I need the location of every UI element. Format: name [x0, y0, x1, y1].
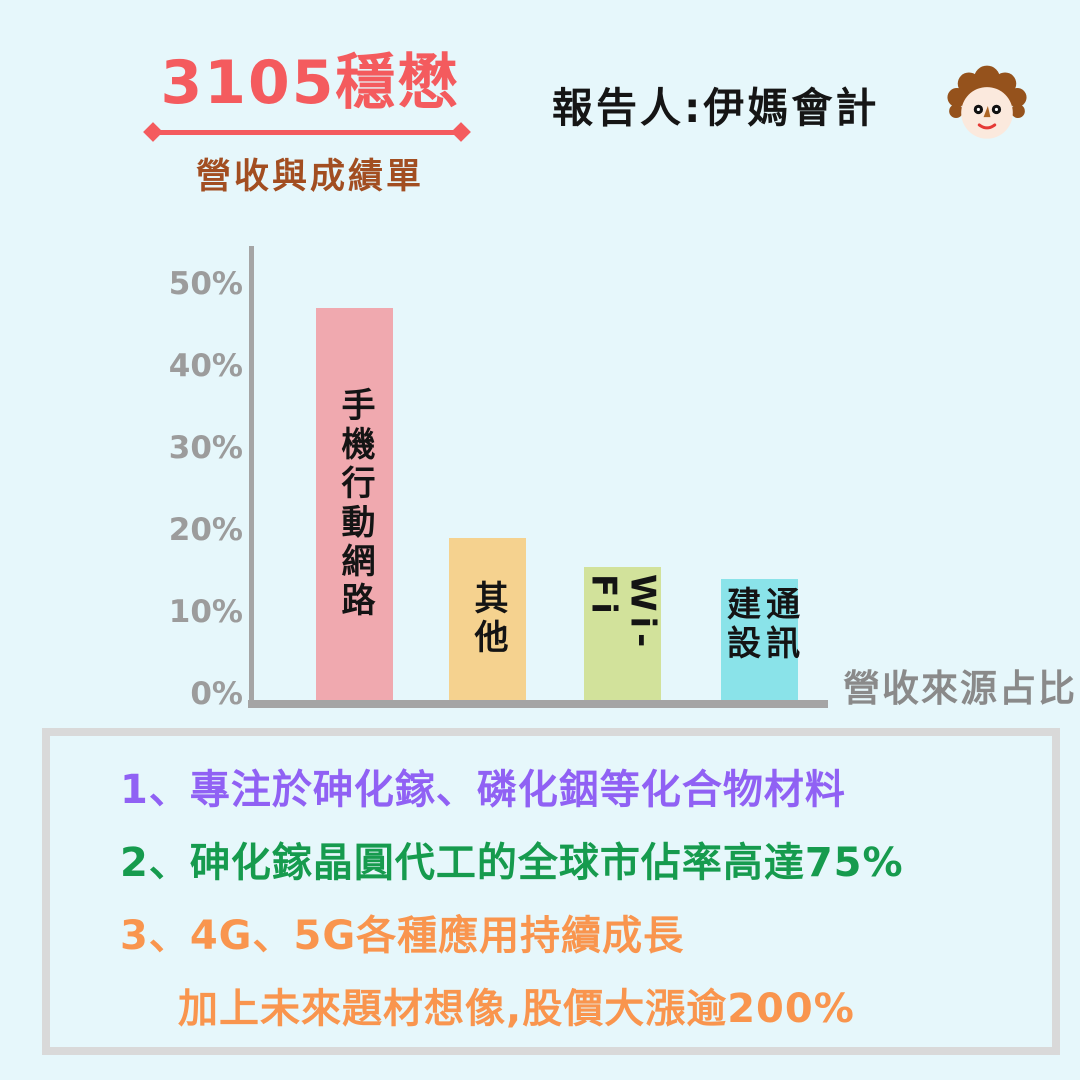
x-axis-line — [248, 700, 828, 708]
y-tick-label: 50% — [168, 266, 243, 302]
page-subtitle: 營收與成績單 — [195, 157, 424, 197]
y-tick-label: 10% — [168, 594, 243, 630]
y-tick-label: 0% — [190, 676, 243, 712]
bar-label: Wi-Fi — [583, 574, 663, 653]
bar-label: 其他 — [468, 580, 509, 658]
page-title-wrap: 3105穩懋 — [140, 50, 480, 116]
key-points-box: 1、專注於砷化鎵、磷化銦等化合物材料 2、砷化鎵晶圓代工的全球市佔率高達75% … — [42, 728, 1060, 1055]
bar-label: 手機行動網路 — [335, 387, 376, 621]
diamond-right-icon — [451, 122, 471, 142]
page-title: 3105穩懋 — [160, 48, 460, 118]
reporter-label: 報告人:伊媽會計 — [552, 84, 880, 132]
note-line: 加上未來題材想像,股價大漲逾200% — [178, 986, 855, 1032]
y-tick-label: 40% — [168, 348, 243, 384]
bar-label: 通訊建設 — [720, 586, 800, 664]
title-underline-decoration — [143, 122, 471, 142]
y-tick-label: 20% — [168, 512, 243, 548]
x-axis-title: 營收來源占比 — [843, 667, 1077, 710]
bar-通訊建設: 通訊建設 — [720, 579, 800, 700]
reporter-avatar-icon — [947, 65, 1027, 139]
y-tick-label: 30% — [168, 430, 243, 466]
y-axis-line — [249, 246, 254, 708]
underline-rule — [154, 130, 460, 135]
bar-其他: 其他 — [449, 538, 526, 700]
note-line: 1、專注於砷化鎵、磷化銦等化合物材料 — [120, 767, 846, 813]
note-line: 2、砷化鎵晶圓代工的全球市佔率高達75% — [120, 840, 904, 886]
bar-手機行動網路: 手機行動網路 — [316, 308, 393, 700]
bar-Wi-Fi: Wi-Fi — [583, 567, 663, 700]
note-line: 3、4G、5G各種應用持續成長 — [120, 913, 685, 959]
